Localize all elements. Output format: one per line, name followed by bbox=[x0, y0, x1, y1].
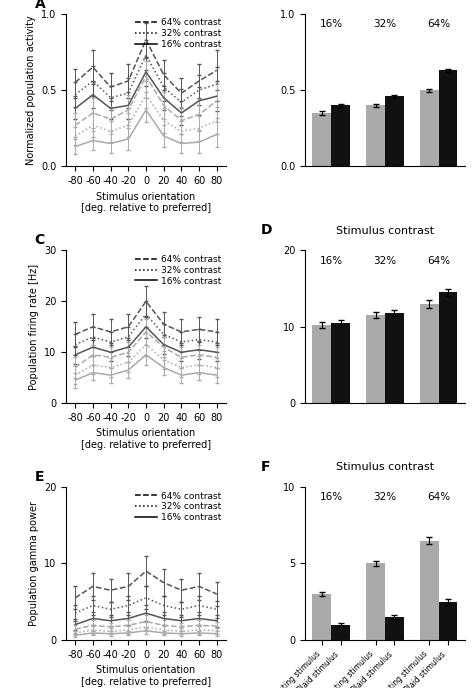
Bar bbox=[385, 96, 404, 166]
Y-axis label: Normalized population activity: Normalized population activity bbox=[26, 15, 36, 165]
Legend: 64% contrast, 32% contrast, 16% contrast: 64% contrast, 32% contrast, 16% contrast bbox=[135, 19, 221, 49]
Text: 32%: 32% bbox=[374, 256, 396, 266]
Bar bbox=[438, 70, 457, 166]
Text: 64%: 64% bbox=[427, 256, 450, 266]
X-axis label: Stimulus orientation
[deg. relative to preferred]: Stimulus orientation [deg. relative to p… bbox=[81, 665, 211, 687]
Text: C: C bbox=[35, 233, 45, 248]
Legend: 64% contrast, 32% contrast, 16% contrast: 64% contrast, 32% contrast, 16% contrast bbox=[135, 255, 221, 286]
Bar bbox=[385, 313, 404, 403]
Text: F: F bbox=[261, 460, 270, 473]
Bar bbox=[420, 541, 438, 640]
Text: 32%: 32% bbox=[374, 19, 396, 29]
Text: D: D bbox=[261, 223, 272, 237]
Text: 16%: 16% bbox=[319, 493, 343, 502]
Bar bbox=[331, 323, 350, 403]
Text: 32%: 32% bbox=[374, 493, 396, 502]
Bar bbox=[312, 325, 331, 403]
Bar bbox=[385, 617, 404, 640]
Bar bbox=[366, 105, 385, 166]
Text: E: E bbox=[35, 470, 44, 484]
Text: 16%: 16% bbox=[319, 256, 343, 266]
Bar bbox=[312, 113, 331, 166]
Bar bbox=[366, 315, 385, 403]
Text: A: A bbox=[35, 0, 45, 11]
Bar bbox=[366, 563, 385, 640]
Y-axis label: Population firing rate [Hz]: Population firing rate [Hz] bbox=[29, 264, 39, 390]
Title: Stimulus contrast: Stimulus contrast bbox=[336, 226, 434, 236]
X-axis label: Stimulus orientation
[deg. relative to preferred]: Stimulus orientation [deg. relative to p… bbox=[81, 429, 211, 450]
Bar bbox=[312, 594, 331, 640]
Text: 64%: 64% bbox=[427, 19, 450, 29]
Bar bbox=[438, 602, 457, 640]
Bar bbox=[420, 90, 438, 166]
Bar bbox=[331, 625, 350, 640]
Bar bbox=[438, 292, 457, 403]
Title: Stimulus contrast: Stimulus contrast bbox=[336, 462, 434, 473]
Y-axis label: Population gamma power: Population gamma power bbox=[29, 501, 39, 626]
Legend: 64% contrast, 32% contrast, 16% contrast: 64% contrast, 32% contrast, 16% contrast bbox=[135, 492, 221, 522]
Bar bbox=[331, 105, 350, 166]
Bar bbox=[420, 304, 438, 403]
Text: 16%: 16% bbox=[319, 19, 343, 29]
X-axis label: Stimulus orientation
[deg. relative to preferred]: Stimulus orientation [deg. relative to p… bbox=[81, 192, 211, 213]
Text: 64%: 64% bbox=[427, 493, 450, 502]
